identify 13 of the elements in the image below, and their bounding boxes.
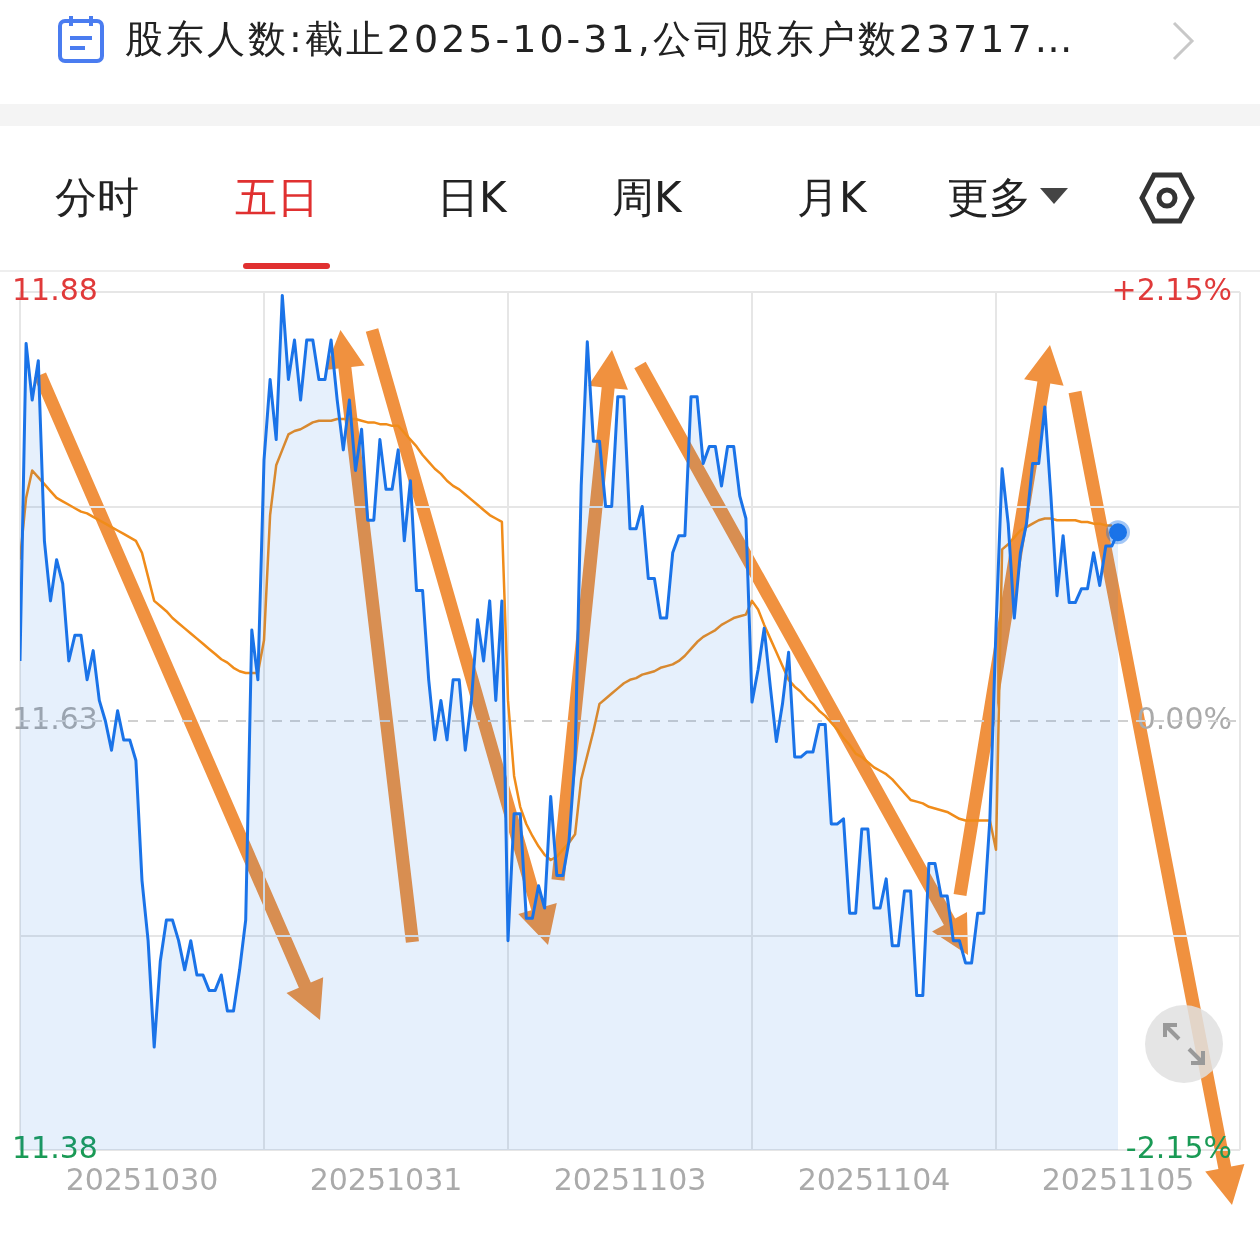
text: 五日 <box>235 172 319 224</box>
x-tick-label: 20251103 <box>553 1161 707 1197</box>
y2-tick-label: 0.00% <box>1136 700 1232 736</box>
y-tick-label: 11.88 <box>12 271 98 307</box>
text: 周K <box>612 172 682 224</box>
text: 月K <box>797 172 867 224</box>
text: 分时 <box>55 172 139 224</box>
x-tick-label: 20251104 <box>797 1161 951 1197</box>
y2-tick-label: +2.15% <box>1111 271 1232 307</box>
text: 日K <box>437 172 507 224</box>
text: 股东人数:截止2025-10-31,公司股东户数23717… <box>125 16 1076 63</box>
x-tick-label: 20251031 <box>309 1161 463 1197</box>
text: 更多 <box>947 172 1031 224</box>
